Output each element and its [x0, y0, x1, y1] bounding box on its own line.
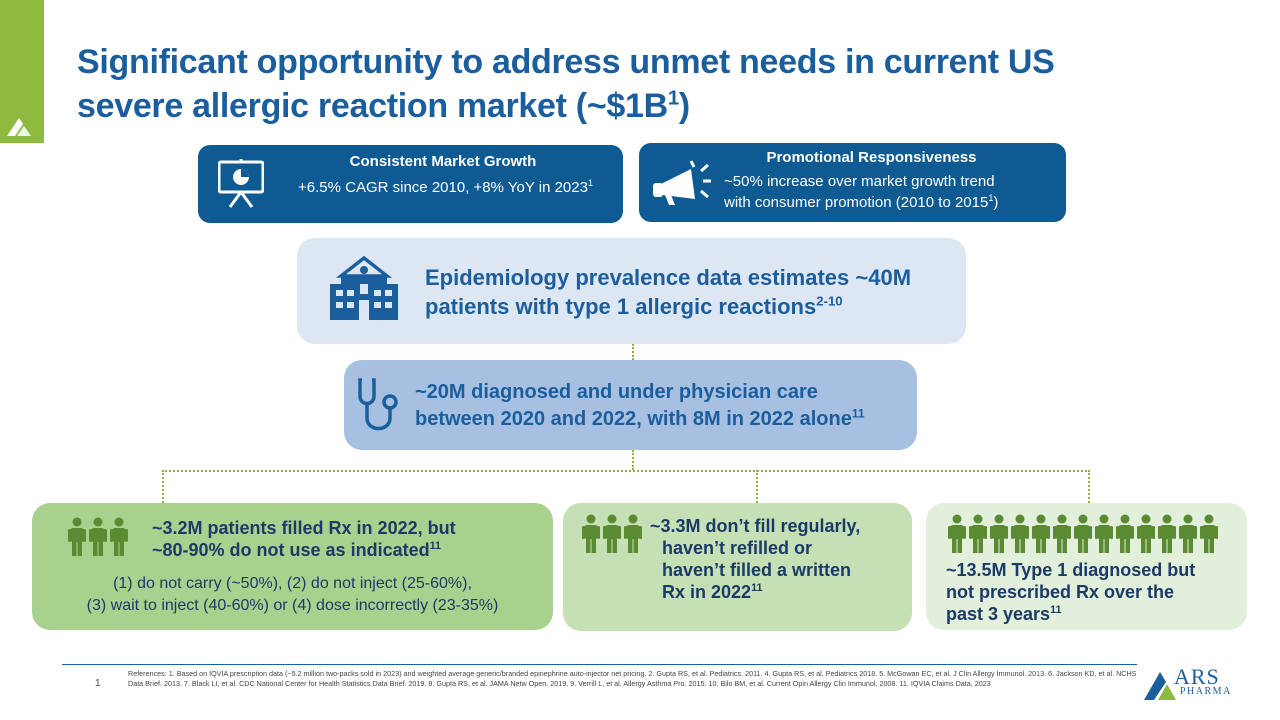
logo-mark-icon: [1144, 672, 1176, 700]
person-icon: [1116, 514, 1134, 553]
connector-line: [1088, 470, 1090, 503]
not-prescribed-text: ~13.5M Type 1 diagnosed but not prescrib…: [946, 560, 1196, 624]
person-icon: [110, 517, 128, 556]
diagnosed-card: ~20M diagnosed and under physician care …: [344, 360, 917, 450]
people-icon: [948, 514, 1221, 559]
person-icon: [1200, 514, 1218, 553]
person-icon: [990, 514, 1008, 553]
connector-line: [632, 344, 634, 360]
not-prescribed-card: ~13.5M Type 1 diagnosed but not prescrib…: [926, 503, 1247, 630]
person-icon: [1179, 514, 1197, 553]
page-title: Significant opportunity to address unmet…: [77, 43, 1055, 125]
stethoscope-icon: [358, 378, 398, 431]
person-icon: [969, 514, 987, 553]
market-growth-text: +6.5% CAGR since 2010, +8% YoY in 20231: [298, 178, 593, 197]
footer-divider: [62, 664, 1137, 665]
connector-line: [756, 470, 758, 503]
promo-card: Promotional Responsiveness ~50% increase…: [639, 143, 1066, 222]
person-icon: [948, 514, 966, 553]
presentation-chart-icon: [218, 159, 264, 208]
person-icon: [1095, 514, 1113, 553]
person-icon: [68, 517, 86, 556]
diagnosed-text: ~20M diagnosed and under physician care …: [415, 381, 865, 430]
ars-pharma-logo: ARS PHARMA: [1144, 664, 1254, 704]
promo-text: ~50% increase over market growth trend w…: [724, 173, 999, 211]
promo-heading: Promotional Responsiveness: [766, 149, 977, 166]
person-icon: [624, 514, 642, 553]
connector-line: [162, 470, 1090, 472]
people-icon: [582, 514, 645, 559]
not-filled-card: ~3.3M don’t fill regularly, haven’t refi…: [563, 503, 912, 631]
epidemiology-text: Epidemiology prevalence data estimates ~…: [425, 265, 912, 319]
person-icon: [1032, 514, 1050, 553]
person-icon: [1011, 514, 1029, 553]
filled-rx-subtext: (1) do not carry (~50%), (2) do not inje…: [86, 575, 499, 614]
hospital-icon: [330, 256, 398, 320]
page-number: 1: [95, 678, 101, 689]
person-icon: [582, 514, 600, 553]
filled-rx-card: ~3.2M patients filled Rx in 2022, but ~8…: [32, 503, 553, 630]
logo-subtext: PHARMA: [1180, 686, 1232, 697]
not-filled-text: ~3.3M don’t fill regularly, haven’t refi…: [650, 516, 861, 602]
person-icon: [1137, 514, 1155, 553]
people-icon: [68, 517, 131, 562]
connector-line: [162, 470, 164, 503]
person-icon: [1158, 514, 1176, 553]
market-growth-card: Consistent Market Growth +6.5% CAGR sinc…: [198, 145, 623, 223]
references-text: References: 1. Based on IQVIA prescripti…: [128, 669, 1137, 688]
side-accent-bar: [0, 0, 44, 143]
logo-text: ARS: [1174, 664, 1220, 689]
person-icon: [1074, 514, 1092, 553]
person-icon: [1053, 514, 1071, 553]
person-icon: [603, 514, 621, 553]
megaphone-icon: [653, 160, 711, 205]
corner-logo-icon: [7, 118, 31, 136]
person-icon: [89, 517, 107, 556]
filled-rx-text: ~3.2M patients filled Rx in 2022, but ~8…: [152, 518, 456, 560]
epidemiology-card: Epidemiology prevalence data estimates ~…: [297, 238, 966, 344]
market-growth-heading: Consistent Market Growth: [349, 153, 537, 170]
connector-line: [632, 450, 634, 470]
